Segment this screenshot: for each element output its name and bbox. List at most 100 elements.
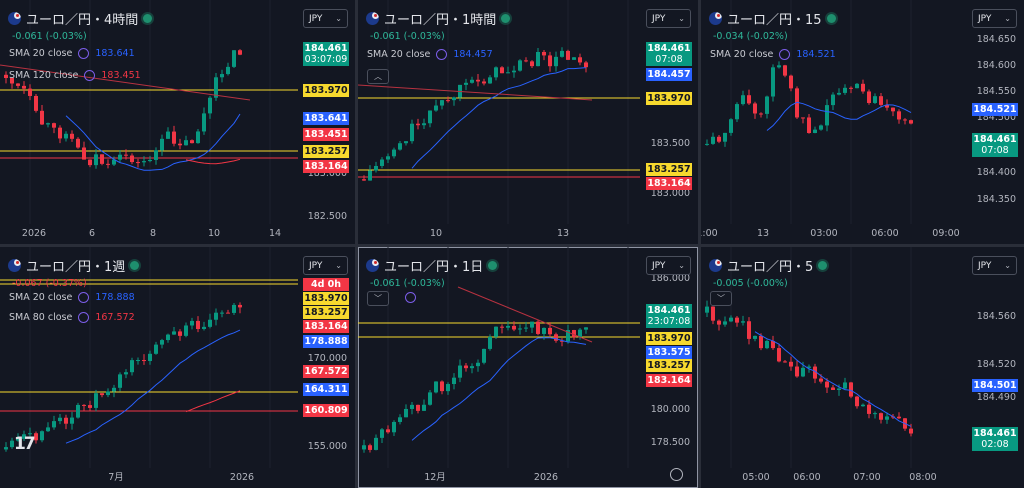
sma-legend[interactable]: SMA 80 close 167.572 <box>9 312 135 323</box>
price-tag: 183.575 <box>646 346 692 359</box>
candle-body <box>28 433 32 435</box>
candle-body <box>506 72 510 74</box>
y-axis-tick: 186.000 <box>650 273 690 284</box>
candle-body <box>554 56 558 67</box>
currency-select[interactable]: JPY ⌄ <box>646 256 691 275</box>
currency-value: JPY <box>309 260 323 271</box>
currency-select[interactable]: JPY ⌄ <box>646 9 691 28</box>
sma-legend[interactable]: SMA 20 close 184.457 <box>367 49 493 60</box>
visibility-icon[interactable] <box>78 48 90 59</box>
candle-body <box>494 67 498 78</box>
chart-panel-4[interactable]: ユーロ／円・1週 -0.067 (-0.37%) SMA 20 close 178.8… <box>0 247 355 488</box>
candle-body <box>434 105 438 111</box>
visibility-icon[interactable] <box>436 49 448 60</box>
sma-line-red[interactable] <box>185 390 241 413</box>
sma-line-blue[interactable] <box>65 329 241 444</box>
currency-select[interactable]: JPY ⌄ <box>303 256 348 275</box>
chart-header[interactable]: ユーロ／円・5 <box>709 256 828 275</box>
price-plot[interactable] <box>0 0 355 244</box>
trend-line[interactable] <box>358 84 593 101</box>
collapse-legend-button[interactable]: ︿ <box>367 69 389 84</box>
sma-line-blue[interactable] <box>411 67 587 169</box>
chart-header[interactable]: ユーロ／円・15 <box>709 9 836 28</box>
candle-body <box>524 60 528 62</box>
sma-legend[interactable]: SMA 20 close 184.521 <box>710 49 836 60</box>
sma-line-blue[interactable] <box>766 101 912 131</box>
price-plot[interactable] <box>358 0 698 244</box>
collapse-legend-button[interactable]: ﹀ <box>367 291 389 306</box>
candle-body <box>765 96 769 114</box>
chart-panel-6[interactable]: ユーロ／円・5 -0.005 (-0.00%) ﹀ JPY ⌄ 184.560 184.52… <box>701 247 1024 488</box>
chart-header[interactable]: ユーロ／円・1週 <box>8 256 140 275</box>
candle-body <box>172 131 176 144</box>
settings-gear-icon[interactable] <box>670 468 683 481</box>
trend-line[interactable] <box>457 286 593 343</box>
currency-select[interactable]: JPY ⌄ <box>972 9 1017 28</box>
sma-line-blue[interactable] <box>754 331 912 427</box>
chart-panel-1[interactable]: ユーロ／円・4時間 -0.061 (-0.03%) SMA 20 close 183.… <box>0 0 355 244</box>
price-tag: 164.311 <box>303 383 349 396</box>
candle-body <box>464 365 468 369</box>
price-plot[interactable] <box>701 247 1024 488</box>
candle-body <box>452 97 456 101</box>
x-axis-tick: 10 <box>207 228 221 239</box>
candle-body <box>753 335 757 339</box>
price-tag-value: 167.572 <box>304 366 348 377</box>
visibility-icon[interactable] <box>78 312 90 323</box>
trend-line[interactable] <box>0 64 251 101</box>
visibility-icon[interactable] <box>779 49 791 60</box>
y-axis-tick: 184.400 <box>976 167 1016 178</box>
currency-select[interactable]: JPY ⌄ <box>972 256 1017 275</box>
sma-legend[interactable]: SMA 20 close 178.888 <box>9 292 135 303</box>
candle-body <box>578 57 582 63</box>
chart-header[interactable]: ユーロ／円・1時間 <box>366 9 511 28</box>
price-tag: 178.888 <box>303 335 349 348</box>
eur-jpy-flag-icon <box>8 12 21 25</box>
chart-panel-5[interactable]: ユーロ／円・1日 -0.061 (-0.03%) ﹀ JPY ⌄ 186.000 180.0… <box>358 247 698 488</box>
candle-body <box>867 404 871 414</box>
visibility-icon[interactable] <box>78 292 90 303</box>
candle-body <box>130 360 134 373</box>
y-axis-tick: 183.500 <box>650 138 690 149</box>
x-axis-tick: 8 <box>149 228 157 239</box>
candle-body <box>452 377 456 385</box>
candle-body <box>196 320 200 330</box>
chart-panel-2[interactable]: ユーロ／円・1時間 -0.061 (-0.03%) SMA 20 close 184.… <box>358 0 698 244</box>
candle-body <box>518 60 522 71</box>
price-plot[interactable] <box>0 247 355 488</box>
sma-line-blue[interactable] <box>65 113 241 171</box>
candle-body <box>801 117 805 119</box>
collapse-legend-button[interactable]: ﹀ <box>710 291 732 306</box>
currency-value: JPY <box>652 13 666 24</box>
candle-body <box>705 143 709 145</box>
price-plot[interactable] <box>358 247 698 488</box>
visibility-icon[interactable] <box>84 70 96 81</box>
candle-body <box>392 421 396 433</box>
candle-body <box>548 55 552 67</box>
candle-body <box>705 306 709 313</box>
price-tag-value: 164.311 <box>304 384 348 395</box>
currency-select[interactable]: JPY ⌄ <box>303 9 348 28</box>
sma-line-red[interactable] <box>185 158 241 165</box>
candle-body <box>446 100 450 102</box>
candle-body <box>741 95 745 105</box>
price-plot[interactable] <box>701 0 1024 244</box>
sma-legend[interactable]: SMA 20 close 183.641 <box>9 48 135 59</box>
currency-value: JPY <box>652 260 666 271</box>
indicator-icon[interactable] <box>405 292 416 303</box>
candle-body <box>476 79 480 82</box>
candle-body <box>374 165 378 171</box>
candle-body <box>178 143 182 146</box>
sma-line-blue[interactable] <box>411 337 587 441</box>
chart-header[interactable]: ユーロ／円・1日 <box>366 256 498 275</box>
candle-body <box>440 381 444 392</box>
chart-header[interactable]: ユーロ／円・4時間 <box>8 9 153 28</box>
sma-label: SMA 20 close <box>9 48 73 59</box>
candle-body <box>70 417 74 424</box>
candle-body <box>849 87 853 89</box>
sma-legend[interactable]: SMA 120 close 183.451 <box>9 70 141 81</box>
x-axis-tick: 2026 <box>229 472 255 483</box>
chart-panel-3[interactable]: ユーロ／円・15 -0.034 (-0.02%) SMA 20 close 184.5… <box>701 0 1024 244</box>
sma-value: 183.451 <box>101 70 141 81</box>
x-axis-tick: 05:00 <box>742 472 770 483</box>
